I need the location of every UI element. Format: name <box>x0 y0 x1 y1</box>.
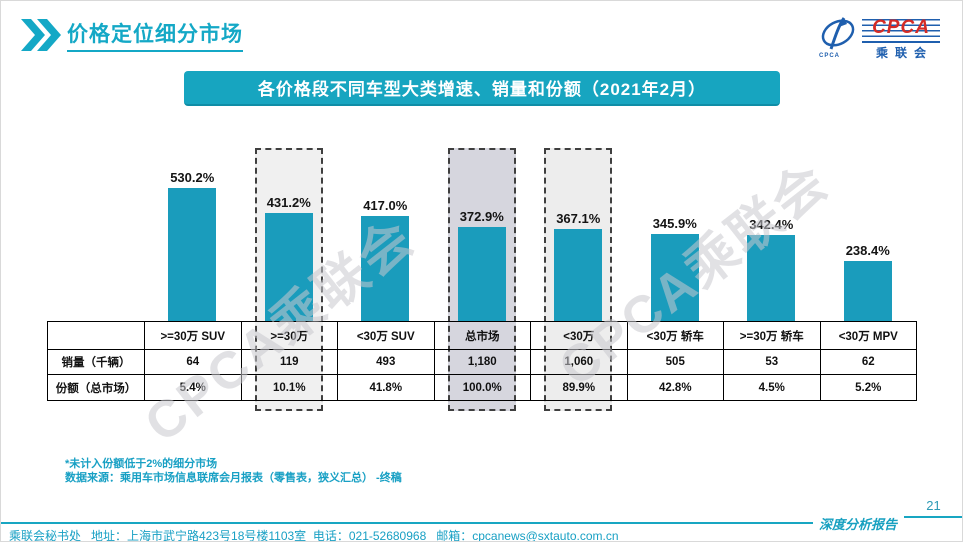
table-corner-cell <box>48 322 145 350</box>
bar-value-label: 431.2% <box>266 194 311 210</box>
table-header-cell: <30万 MPV <box>820 322 917 350</box>
footnote-line-2: 数据来源：乘用车市场信息联席会月报表（零售表，狭义汇总） -终稿 <box>65 472 402 484</box>
table-cell: 4.5% <box>724 375 821 401</box>
bar-value-label: 367.1% <box>556 210 601 226</box>
table-cell: 100.0% <box>434 375 531 401</box>
table-header-cell: >=30万 <box>241 322 338 350</box>
footer-rule-left <box>1 522 813 524</box>
logo-acronym: CPCA <box>872 16 930 38</box>
table-cell: 89.9% <box>531 375 628 401</box>
table-cell: 1,180 <box>434 350 531 375</box>
footnotes: *未计入份额低于2%的细分市场 数据来源：乘用车市场信息联席会月报表（零售表，狭… <box>65 457 402 485</box>
table-cell: 493 <box>338 350 435 375</box>
logo-stripes <box>862 18 940 37</box>
cpca-swoosh-icon: CPCA <box>817 15 859 61</box>
double-chevron-icon <box>21 19 61 51</box>
cpca-logo: CPCA CPCA 乘联会 <box>817 15 940 61</box>
bar-value-label: 372.9% <box>459 209 504 225</box>
table-header-cell: 总市场 <box>434 322 531 350</box>
table-header-cell: >=30万 轿车 <box>724 322 821 350</box>
table-row-header: 销量（千辆） <box>48 350 145 375</box>
bar->=30万 轿车 <box>747 235 796 321</box>
bar-<30万 MPV <box>843 261 892 321</box>
table-cell: 64 <box>145 350 242 375</box>
bar-value-label: 238.4% <box>845 243 890 259</box>
table-cell: 10.1% <box>241 375 338 401</box>
chart-title: 各价格段不同车型大类增速、销量和份额（2021年2月） <box>257 80 707 99</box>
bar-<30万 轿车 <box>650 234 699 321</box>
bar-value-label: 417.0% <box>363 198 408 214</box>
bar-value-label: 342.4% <box>749 217 794 233</box>
table-cell: 505 <box>627 350 724 375</box>
cpca-logo-text: CPCA 乘联会 <box>862 16 940 61</box>
table-cell: 5.4% <box>145 375 242 401</box>
data-table: >=30万 SUV >=30万 <30万 SUV 总市场 <30万 <30万 轿车 >=30… <box>47 321 917 401</box>
table-header-cell: <30万 SUV <box>338 322 435 350</box>
bar-<30万 <box>554 228 603 321</box>
table-cell: 53 <box>724 350 821 375</box>
table-cell: 119 <box>241 350 338 375</box>
bar-<30万 SUV <box>361 216 410 321</box>
table-cell: 41.8% <box>338 375 435 401</box>
chart-title-banner: 各价格段不同车型大类增速、销量和份额（2021年2月） <box>184 71 780 106</box>
table-cell: 5.2% <box>820 375 917 401</box>
footnote-line-1: *未计入份额低于2%的细分市场 <box>65 458 218 470</box>
table-header-cell: >=30万 SUV <box>145 322 242 350</box>
footer-rule-right <box>904 516 962 518</box>
table-header-cell: <30万 <box>531 322 628 350</box>
logo-cn-name: 乘联会 <box>862 40 940 61</box>
table-header-cell: <30万 轿车 <box>627 322 724 350</box>
table-cell: 62 <box>820 350 917 375</box>
cpca-swoosh-caption: CPCA <box>819 53 841 59</box>
page-number: 21 <box>926 498 941 513</box>
bar-总市场 <box>457 227 506 321</box>
bar->=30万 SUV <box>168 188 217 321</box>
header: 价格定位细分市场 <box>21 18 243 52</box>
bar-value-label: 530.2% <box>170 170 215 185</box>
table-row-header: 份额（总市场） <box>48 375 145 401</box>
page-title: 价格定位细分市场 <box>67 18 243 52</box>
bar-value-label: 345.9% <box>652 216 697 232</box>
table-cell: 42.8% <box>627 375 724 401</box>
footer-contact: 乘联会秘书处 地址：上海市武宁路423号18号楼1103室 电话：021-526… <box>9 529 619 542</box>
table-cell: 1,060 <box>531 350 628 375</box>
bar->=30万 <box>264 212 313 321</box>
report-series-label: 深度分析报告 <box>818 518 897 533</box>
